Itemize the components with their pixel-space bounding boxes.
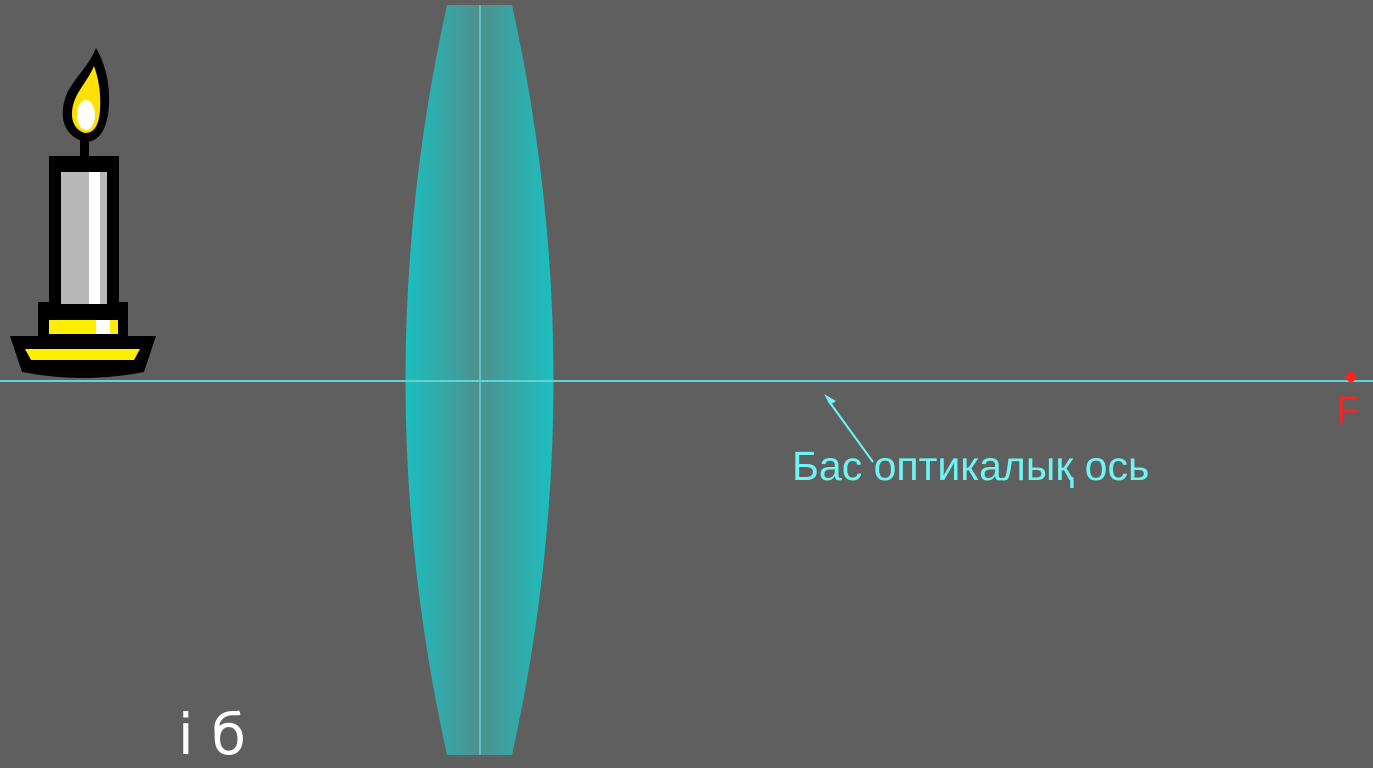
focus-point-icon bbox=[1346, 372, 1356, 382]
candle-icon bbox=[10, 48, 156, 378]
focus-label: F bbox=[1336, 390, 1360, 432]
arrow-icon bbox=[824, 394, 874, 463]
bottom-text: і б bbox=[178, 703, 246, 768]
axis-label: Бас оптикалық ось bbox=[792, 443, 1150, 489]
